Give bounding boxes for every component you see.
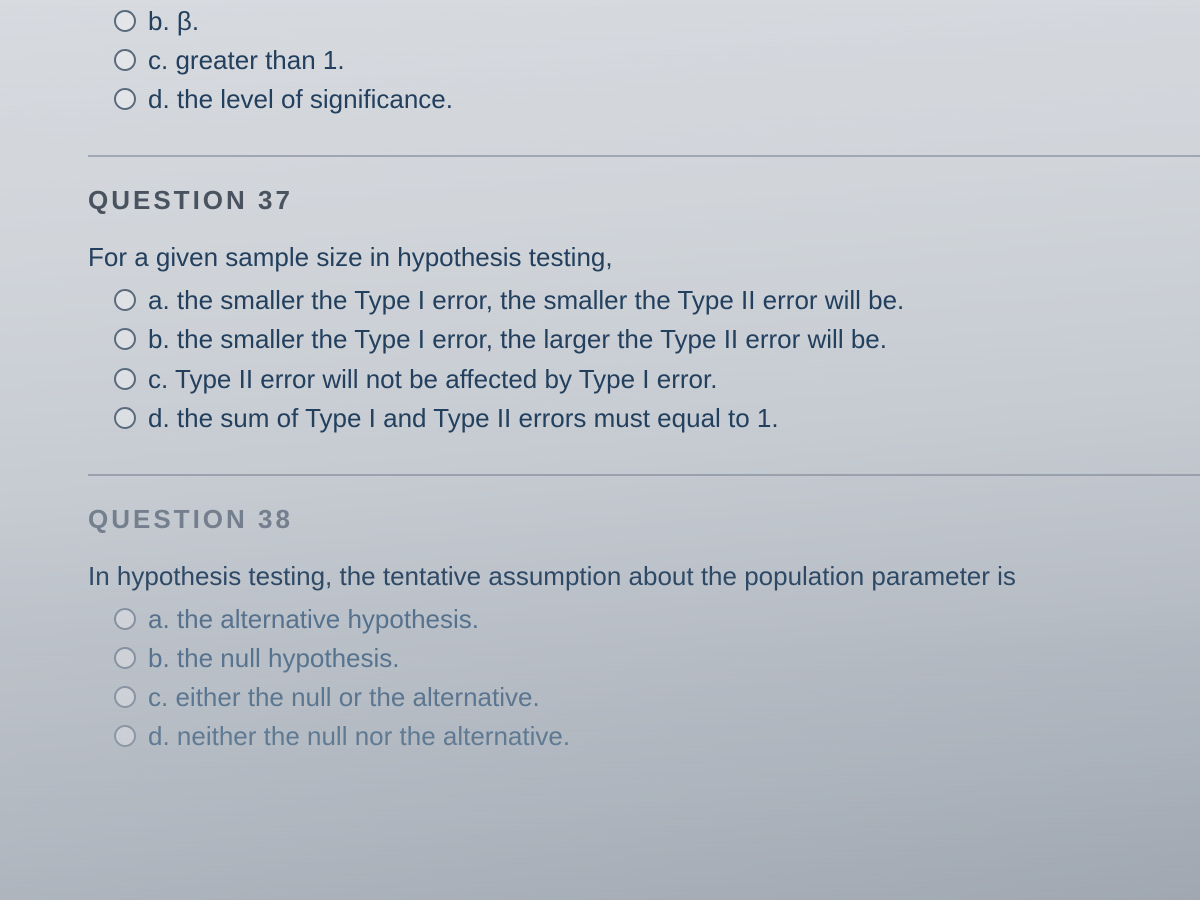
option-text: b. the null hypothesis. <box>148 641 400 676</box>
option-letter: a. <box>148 285 170 315</box>
option-text: a. the smaller the Type I error, the sma… <box>148 283 904 318</box>
radio-icon[interactable] <box>114 368 136 390</box>
option-text: c. either the null or the alternative. <box>148 680 540 715</box>
option-text: d. the level of significance. <box>148 82 453 117</box>
option-letter: b. <box>148 324 170 354</box>
radio-icon[interactable] <box>114 49 136 71</box>
option-body: the sum of Type I and Type II errors mus… <box>177 403 779 433</box>
option-letter: c. <box>148 682 168 712</box>
question-block-38: QUESTION 38 In hypothesis testing, the t… <box>88 474 1200 792</box>
answer-option[interactable]: b. the null hypothesis. <box>114 641 1200 676</box>
option-text: b. the smaller the Type I error, the lar… <box>148 322 887 357</box>
question-heading: QUESTION 37 <box>88 185 1200 216</box>
option-letter: b. <box>148 6 170 36</box>
option-body: the null hypothesis. <box>177 643 400 673</box>
answer-options: a. the alternative hypothesis. b. the nu… <box>88 602 1200 754</box>
radio-icon[interactable] <box>114 647 136 669</box>
option-text: a. the alternative hypothesis. <box>148 602 479 637</box>
option-body: β. <box>177 6 199 36</box>
option-letter: d. <box>148 403 170 433</box>
option-text: d. neither the null nor the alternative. <box>148 719 570 754</box>
question-prompt: For a given sample size in hypothesis te… <box>88 240 1200 275</box>
option-body: neither the null nor the alternative. <box>177 721 570 751</box>
option-body: either the null or the alternative. <box>175 682 539 712</box>
radio-icon[interactable] <box>114 328 136 350</box>
question-prompt: In hypothesis testing, the tentative ass… <box>88 559 1200 594</box>
answer-option[interactable]: d. the level of significance. <box>114 82 1200 117</box>
question-block-37: QUESTION 37 For a given sample size in h… <box>88 155 1200 473</box>
option-letter: c. <box>148 364 168 394</box>
option-text: c. Type II error will not be affected by… <box>148 362 717 397</box>
option-letter: b. <box>148 643 170 673</box>
answer-option[interactable]: c. Type II error will not be affected by… <box>114 362 1200 397</box>
option-letter: a. <box>148 604 170 634</box>
answer-option[interactable]: c. greater than 1. <box>114 43 1200 78</box>
radio-icon[interactable] <box>114 289 136 311</box>
answer-option[interactable]: d. neither the null nor the alternative. <box>114 719 1200 754</box>
answer-options: a. the smaller the Type I error, the sma… <box>88 283 1200 435</box>
quiz-page: b. β. c. greater than 1. d. the level of… <box>0 4 1200 792</box>
answer-option[interactable]: b. the smaller the Type I error, the lar… <box>114 322 1200 357</box>
option-body: Type II error will not be affected by Ty… <box>175 364 717 394</box>
question-heading: QUESTION 38 <box>88 504 1200 535</box>
option-body: the alternative hypothesis. <box>177 604 479 634</box>
option-text: c. greater than 1. <box>148 43 345 78</box>
radio-icon[interactable] <box>114 407 136 429</box>
answer-option[interactable]: d. the sum of Type I and Type II errors … <box>114 401 1200 436</box>
option-text: b. β. <box>148 4 199 39</box>
option-text: d. the sum of Type I and Type II errors … <box>148 401 779 436</box>
radio-icon[interactable] <box>114 608 136 630</box>
option-letter: d. <box>148 721 170 751</box>
option-body: greater than 1. <box>175 45 344 75</box>
answer-options: b. β. c. greater than 1. d. the level of… <box>88 4 1200 117</box>
option-letter: c. <box>148 45 168 75</box>
answer-option[interactable]: c. either the null or the alternative. <box>114 680 1200 715</box>
radio-icon[interactable] <box>114 686 136 708</box>
answer-option[interactable]: b. β. <box>114 4 1200 39</box>
option-letter: d. <box>148 84 170 114</box>
radio-icon[interactable] <box>114 10 136 32</box>
question-block-partial: b. β. c. greater than 1. d. the level of… <box>88 4 1200 155</box>
radio-icon[interactable] <box>114 88 136 110</box>
option-body: the smaller the Type I error, the larger… <box>177 324 887 354</box>
answer-option[interactable]: a. the smaller the Type I error, the sma… <box>114 283 1200 318</box>
option-body: the level of significance. <box>177 84 453 114</box>
answer-option[interactable]: a. the alternative hypothesis. <box>114 602 1200 637</box>
option-body: the smaller the Type I error, the smalle… <box>177 285 904 315</box>
radio-icon[interactable] <box>114 725 136 747</box>
